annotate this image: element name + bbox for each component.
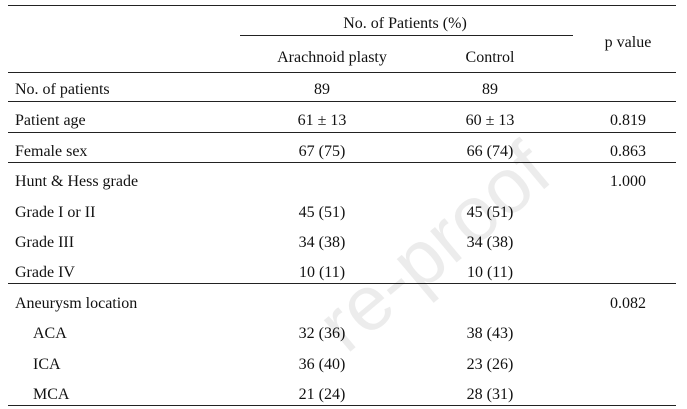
cell-p-value: 0.863 [610,143,646,160]
row-label: Patient age [15,112,86,129]
cell-arachnoid-plasty: 61 ± 13 [297,112,347,129]
cell-arachnoid-plasty: 45 (51) [298,204,346,221]
bottom-rule [8,405,676,406]
row-label: Aneurysm location [15,295,138,312]
row-label: No. of patients [15,81,110,98]
cell-arachnoid-plasty: 89 [314,81,330,98]
row-label: ICA [33,356,61,373]
row-label: Female sex [15,143,88,160]
row-label: Grade I or II [15,204,96,221]
cell-arachnoid-plasty: 10 (11) [298,264,346,281]
cell-control: 28 (31) [466,386,514,403]
cell-control: 34 (38) [466,234,514,251]
row-label: Grade IV [15,264,75,281]
row-label: MCA [33,386,70,403]
row-rule-3 [8,162,676,163]
cell-control: 45 (51) [466,204,514,221]
group-underline [240,35,573,36]
row-label: Grade III [15,234,75,251]
cell-arachnoid-plasty: 32 (36) [298,325,346,342]
cell-p-value: 0.082 [610,295,646,312]
cell-arachnoid-plasty: 67 (75) [298,143,346,160]
column-header-p-value: p value [604,34,652,51]
top-rule [8,5,676,6]
cell-arachnoid-plasty: 36 (40) [298,356,346,373]
cell-arachnoid-plasty: 21 (24) [298,386,346,403]
cell-control: 89 [482,81,498,98]
header-bottom-rule [8,72,676,73]
cell-control: 60 ± 13 [465,112,515,129]
cell-control: 10 (11) [466,264,514,281]
group-header: No. of Patients (%) [343,15,467,32]
cell-control: 23 (26) [466,356,514,373]
row-rule-2 [8,132,676,133]
row-label: ACA [33,325,67,342]
row-rule-4 [8,283,676,284]
cell-control: 38 (43) [466,325,514,342]
column-header-arachnoid-plasty: Arachnoid plasty [277,49,387,66]
column-header-control: Control [465,49,515,66]
cell-p-value: 0.819 [610,112,646,129]
cell-control: 66 (74) [466,143,514,160]
cell-arachnoid-plasty: 34 (38) [298,234,346,251]
row-rule-1 [8,101,676,102]
row-label: Hunt & Hess grade [15,173,139,190]
cell-p-value: 1.000 [610,173,646,190]
